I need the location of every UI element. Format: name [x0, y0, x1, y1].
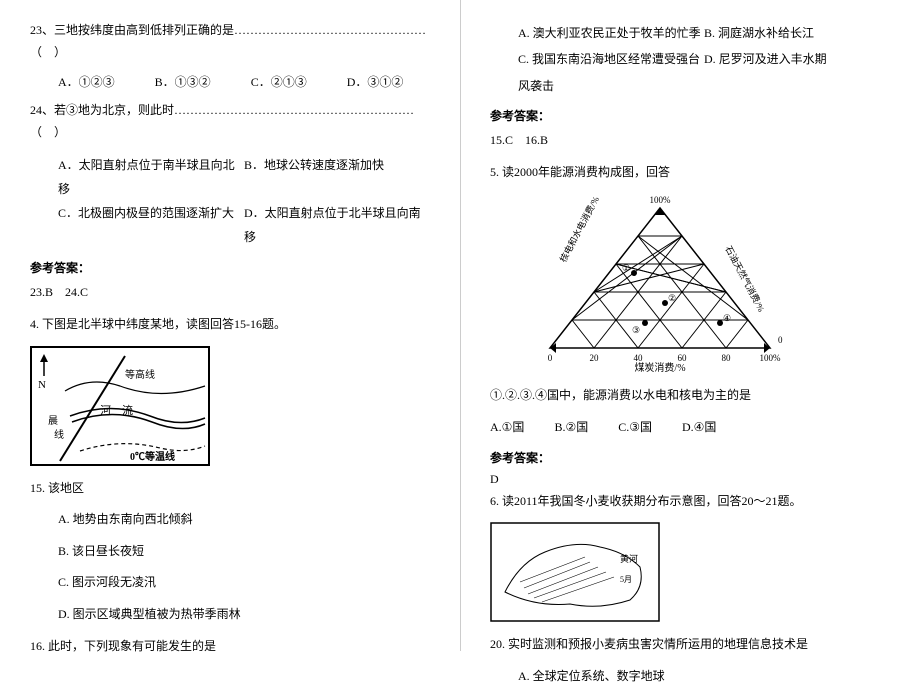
svg-text:100%: 100% — [760, 353, 782, 363]
q24-options: A．太阳直射点位于南半球且向北移 B．地球公转速度逐渐加快 C．北极圈内极昼的范… — [30, 153, 430, 249]
q15-opt-c: C. 图示河段无凌汛 — [30, 572, 430, 594]
q15-opt-a: A. 地势由东南向西北倾斜 — [30, 509, 430, 531]
q16-stem: 16. 此时，下列现象有可能发生的是 — [30, 636, 430, 658]
q23-opt-d: D．③①② — [347, 73, 404, 90]
ridge-label: 晨 — [48, 415, 58, 427]
iso-label: 0℃等温线 — [130, 450, 175, 463]
q5-options: A.①国 B.②国 C.③国 D.④国 — [490, 417, 890, 439]
q23-opt-c: C．②①③ — [251, 73, 307, 90]
svg-text:③: ③ — [632, 325, 640, 335]
q16-opt-a: A. 澳大利亚农民正处于牧羊的忙季 — [518, 20, 704, 46]
q24-stem: 24、若③地为北京，则此时……………………………………………………（ ） — [30, 100, 430, 143]
q5-question: ①.②.③.④国中，能源消费以水电和核电为主的是 — [490, 385, 890, 407]
svg-text:80: 80 — [722, 353, 732, 363]
svg-text:0: 0 — [778, 335, 783, 345]
q23-options: A．①②③ B．①③② C．②①③ D．③①② — [30, 73, 430, 90]
q23-opt-b: B．①③② — [155, 73, 211, 90]
svg-text:20: 20 — [590, 353, 600, 363]
svg-text:60: 60 — [678, 353, 688, 363]
svg-text:40: 40 — [634, 353, 644, 363]
figure-river: N 晨 线 等高线 河 流 0℃等温线 — [30, 346, 430, 466]
figure-triangle: ① ② ③ ④ 0 20 40 60 80 100% — [490, 193, 890, 373]
answer-3: D — [490, 472, 890, 487]
q5-opt-a: A.①国 — [490, 417, 524, 439]
q16-opt-b: B. 洞庭湖水补给长江 — [704, 20, 890, 46]
answer-label-2: 参考答案： — [490, 107, 890, 124]
bottom-axis-label: 煤炭消费/% — [634, 361, 685, 373]
q5-intro: 5. 读2000年能源消费构成图，回答 — [490, 162, 890, 184]
q5-opt-d: D.④国 — [682, 417, 716, 439]
answer-2: 15.C 16.B — [490, 130, 890, 152]
left-axis-label: 核电和水电消费/% — [557, 194, 601, 264]
svg-text:①: ① — [622, 263, 630, 273]
q24-opt-c: C．北极圈内极昼的范围逐渐扩大 — [58, 201, 244, 249]
answer-label-3: 参考答案： — [490, 449, 890, 466]
q16-opt-c: C. 我国东南沿海地区经常遭受强台风袭击 — [518, 46, 704, 99]
q16-opt-d: D. 尼罗河及进入丰水期 — [704, 46, 890, 99]
svg-text:0: 0 — [548, 353, 553, 363]
ridge-label2: 线 — [54, 428, 64, 441]
q20-stem: 20. 实时监测和预报小麦病虫害灾情所运用的地理信息技术是 — [490, 634, 890, 656]
right-column: A. 澳大利亚农民正处于牧羊的忙季 B. 洞庭湖水补给长江 C. 我国东南沿海地… — [460, 0, 920, 651]
q24-opt-a: A．太阳直射点位于南半球且向北移 — [58, 153, 244, 201]
svg-text:100%: 100% — [650, 195, 672, 205]
map-label-a: 黄河 — [620, 553, 638, 564]
q4-intro: 4. 下图是北半球中纬度某地，读图回答15-16题。 — [30, 314, 430, 336]
q23-opt-a: A．①②③ — [58, 73, 115, 90]
q16-options: A. 澳大利亚农民正处于牧羊的忙季 B. 洞庭湖水补给长江 C. 我国东南沿海地… — [490, 20, 890, 99]
n-label: N — [38, 379, 46, 391]
map-label-b: 5月 — [620, 575, 632, 584]
answer-1: 23.B 24.C — [30, 282, 430, 304]
q23-stem: 23、三地按纬度由高到低排列正确的是…………………………………………（ ） — [30, 20, 430, 63]
q24-opt-d: D．太阳直射点位于北半球且向南移 — [244, 201, 430, 249]
q15-stem: 15. 该地区 — [30, 478, 430, 500]
q15-opt-d: D. 图示区域典型植被为热带季雨林 — [30, 604, 430, 626]
answer-label-1: 参考答案： — [30, 259, 430, 276]
q6-intro: 6. 读2011年我国冬小麦收获期分布示意图，回答20～21题。 — [490, 491, 890, 513]
q5-opt-c: C.③国 — [618, 417, 652, 439]
q5-opt-b: B.②国 — [554, 417, 588, 439]
left-column: 23、三地按纬度由高到低排列正确的是…………………………………………（ ） A．… — [0, 0, 460, 651]
svg-text:②: ② — [668, 293, 676, 303]
right-axis-label: 石油天然气消费/% — [723, 244, 767, 314]
river-label: 河 流 — [100, 403, 133, 417]
q15-opt-b: B. 该日昼长夜短 — [30, 541, 430, 563]
contour-label: 等高线 — [125, 368, 155, 381]
svg-text:④: ④ — [723, 313, 731, 323]
q20-opt-a: A. 全球定位系统、数字地球 — [490, 666, 890, 687]
figure-map: 黄河 5月 — [490, 522, 890, 622]
q24-opt-b: B．地球公转速度逐渐加快 — [244, 153, 430, 201]
